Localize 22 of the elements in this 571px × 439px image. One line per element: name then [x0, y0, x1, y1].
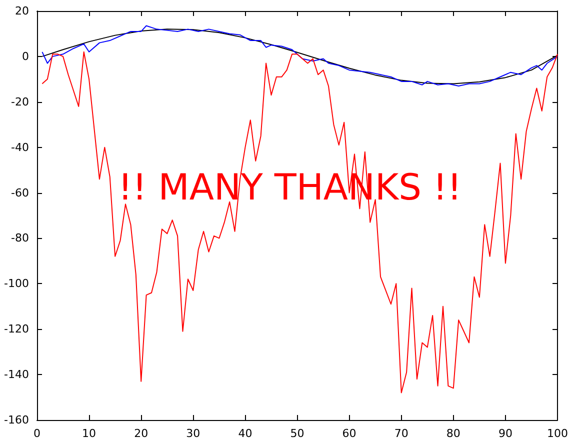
y-tick-label: 20: [15, 4, 29, 18]
x-tick-label: 100: [547, 427, 568, 439]
x-tick-label: 90: [498, 427, 512, 439]
y-tick-label: -20: [11, 95, 29, 108]
x-tick-label: 10: [82, 427, 96, 439]
y-tick-label: -40: [11, 140, 29, 154]
y-tick-label: -80: [11, 232, 29, 245]
y-tick-label: -60: [11, 186, 29, 200]
y-tick-label: -120: [4, 322, 29, 336]
y-tick-label: -160: [4, 414, 29, 426]
x-tick-label: 40: [238, 427, 252, 439]
x-tick-label: 20: [134, 427, 148, 439]
y-tick-label: -140: [4, 368, 29, 382]
y-tick-label: 0: [22, 50, 29, 63]
x-tick-label: 60: [342, 427, 356, 439]
y-tick-label: -100: [4, 277, 29, 290]
line-series: [42, 51, 558, 394]
x-tick-label: 50: [290, 427, 304, 439]
x-tick-label: 0: [34, 427, 40, 439]
x-tick-label: 70: [394, 427, 408, 439]
x-tick-label: 80: [446, 427, 460, 439]
x-tick-label: 30: [186, 427, 200, 439]
